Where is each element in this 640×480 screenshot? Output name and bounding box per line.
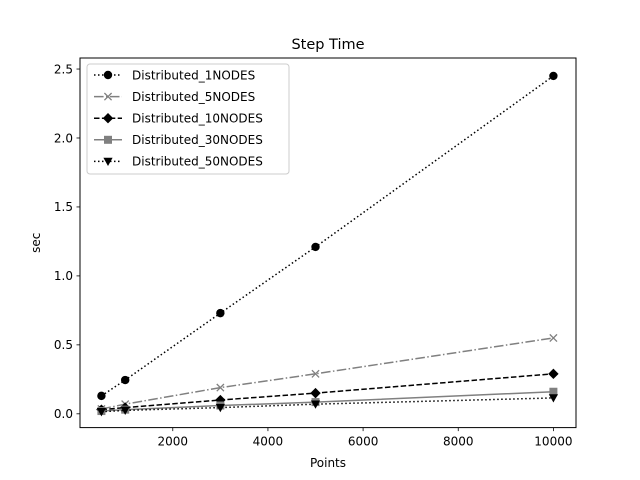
y-tick-label: 0.5	[54, 338, 73, 352]
legend-entry: Distributed_30NODES	[94, 133, 263, 147]
data-point	[97, 391, 106, 401]
legend-marker	[103, 92, 113, 101]
legend-label: Distributed_1NODES	[132, 68, 255, 82]
series-line	[101, 337, 554, 410]
x-tick-label: 6000	[348, 435, 379, 449]
data-point	[548, 368, 559, 380]
y-tick-label: 1.5	[54, 200, 73, 214]
legend-marker	[102, 113, 114, 124]
x-tick-label: 2000	[158, 435, 189, 449]
legend-label: Distributed_10NODES	[132, 112, 263, 126]
y-tick-label: 1.0	[54, 269, 73, 283]
legend: Distributed_1NODES Distributed_5NODES Dist…	[86, 63, 290, 175]
data-point	[549, 387, 558, 396]
series-Distributed_30NODES	[97, 387, 558, 416]
data-point	[549, 71, 558, 81]
series-line	[101, 373, 554, 411]
x-tick-label: 10000	[534, 435, 572, 449]
y-axis-ticks: 0.0 0.5 1.0 1.5 2.0 2.5	[54, 62, 80, 421]
legend-marker	[103, 70, 113, 80]
legend-entry: Distributed_5NODES	[94, 90, 255, 104]
y-axis-label: sec	[29, 233, 43, 253]
data-point	[215, 403, 225, 413]
legend-marker	[103, 157, 113, 166]
series-Distributed_50NODES	[96, 394, 559, 417]
plot-frame	[79, 57, 577, 429]
legend-marker	[104, 135, 112, 144]
y-tick-label: 2.5	[54, 62, 73, 76]
data-point	[96, 408, 107, 417]
x-axis-ticks: 2000 4000 6000 8000 10000	[158, 427, 572, 449]
legend-label: Distributed_5NODES	[132, 90, 255, 104]
data-point	[311, 242, 320, 252]
data-point	[216, 308, 225, 318]
data-point	[311, 369, 320, 378]
legend-box	[86, 63, 290, 175]
series-line	[101, 390, 554, 412]
data-point	[120, 375, 130, 385]
data-point	[216, 383, 225, 392]
y-tick-label: 2.0	[54, 131, 73, 145]
data-point	[548, 394, 559, 403]
data-point	[120, 406, 130, 415]
series-Distributed_1NODES	[97, 71, 558, 401]
legend-label: Distributed_50NODES	[132, 155, 263, 169]
x-tick-label: 8000	[443, 435, 474, 449]
legend-entry: Distributed_10NODES	[94, 112, 263, 126]
legend-entry: Distributed_1NODES	[94, 68, 255, 82]
chart-title: Step Time	[291, 37, 364, 53]
data-point	[310, 387, 321, 399]
y-tick-label: 0.0	[54, 407, 73, 421]
data-point	[310, 400, 321, 409]
legend-entry: Distributed_50NODES	[94, 155, 263, 169]
x-axis-label: Points	[310, 456, 346, 470]
legend-label: Distributed_30NODES	[132, 133, 263, 147]
x-tick-label: 4000	[253, 435, 284, 449]
plot-series	[96, 71, 559, 417]
data-point	[549, 333, 558, 343]
